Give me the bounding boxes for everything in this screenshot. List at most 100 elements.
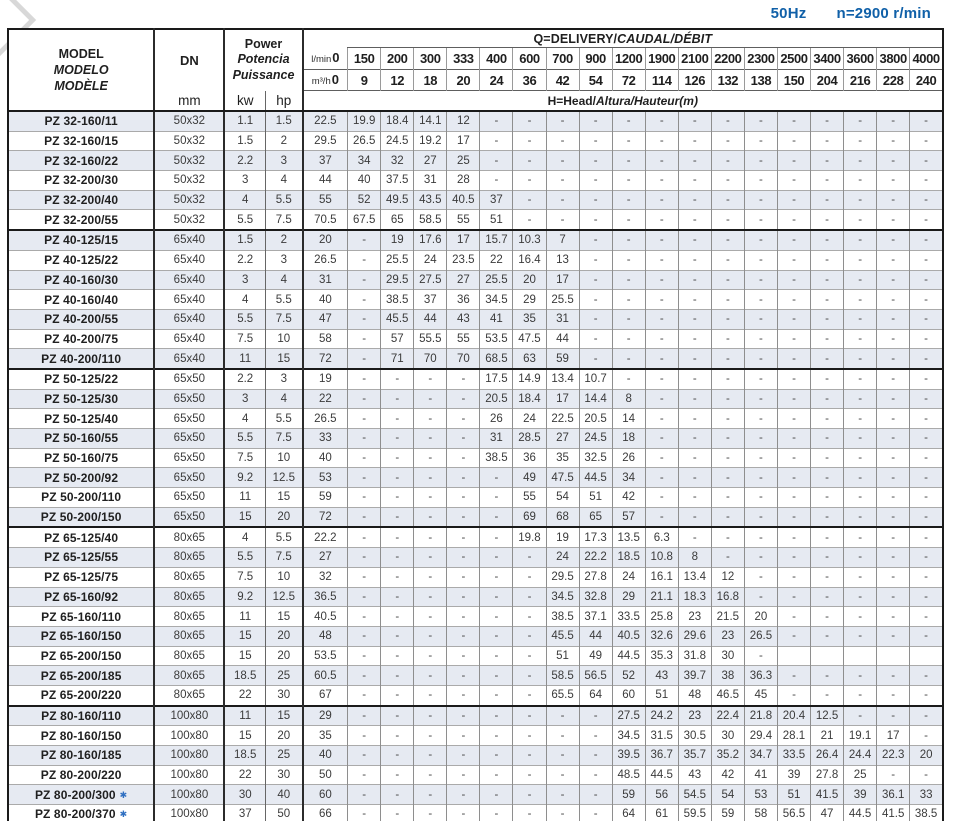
head-value-cell: 46.5 bbox=[710, 684, 745, 706]
head-value-cell: 44 bbox=[301, 170, 348, 191]
head-title-main: H=Head/ bbox=[547, 93, 596, 108]
head-value-cell: 31 bbox=[479, 428, 513, 449]
head-value-cell: - bbox=[677, 367, 712, 390]
kw-value: 15 bbox=[223, 506, 266, 528]
head-value-cell: - bbox=[347, 229, 381, 251]
head-value-cell: - bbox=[677, 526, 712, 548]
head-value-cell: - bbox=[347, 665, 381, 686]
head-value-cell: - bbox=[810, 506, 844, 528]
head-value-cell: 16.4 bbox=[512, 249, 547, 270]
head-value-cell: 44.5 bbox=[843, 804, 877, 821]
head-value-cell: - bbox=[677, 130, 712, 151]
power-column-header: Power Potencia Puissance bbox=[223, 29, 303, 91]
head-value-cell: - bbox=[413, 566, 447, 587]
head-value-cell: 14.1 bbox=[413, 110, 447, 132]
head-value-cell: - bbox=[710, 487, 745, 508]
pump-row: PZ 40-200/75 65x40 7.5 10 58-57 55.5 55 53.5 47.… bbox=[8, 328, 943, 349]
head-value-cell: - bbox=[545, 784, 580, 805]
head-value-cell: - bbox=[644, 506, 679, 528]
head-value-cell: - bbox=[413, 606, 447, 627]
head-value-cell: - bbox=[479, 110, 513, 132]
m3h-column-header: 126 bbox=[677, 69, 712, 91]
head-value-cell: - bbox=[347, 566, 381, 587]
head-title-italic: Altura/Hauteur(m) bbox=[595, 93, 698, 108]
dn-value: 80x65 bbox=[153, 665, 225, 686]
head-value-cell: 45 bbox=[743, 684, 778, 706]
head-value-cell: - bbox=[776, 506, 811, 528]
head-value-cell: - bbox=[810, 308, 844, 330]
head-value-cell: - bbox=[710, 467, 745, 488]
head-value-cell: - bbox=[776, 130, 811, 151]
head-value-cell: - bbox=[413, 764, 447, 785]
kw-value: 5.5 bbox=[223, 547, 266, 568]
head-value-cell: 29.4 bbox=[743, 725, 778, 746]
head-value-cell: 23 bbox=[710, 625, 745, 647]
head-value-cell: - bbox=[909, 725, 943, 746]
pump-model-cell: PZ 65-160/110 bbox=[8, 606, 155, 627]
head-value-cell: - bbox=[909, 189, 943, 210]
pump-row: PZ 32-160/11 50x32 1.1 1.5 22.5 19.9 18.4 14.1 1… bbox=[8, 110, 943, 132]
head-value-cell: - bbox=[909, 566, 943, 587]
head-value-cell: - bbox=[578, 328, 613, 349]
head-value-cell: - bbox=[479, 784, 513, 805]
head-value-cell: 40 bbox=[301, 745, 348, 766]
kw-value: 30 bbox=[223, 784, 266, 805]
head-value-cell: - bbox=[843, 566, 877, 587]
head-value-cell: - bbox=[677, 328, 712, 349]
pump-model-name: PZ 40-160/30 bbox=[44, 272, 119, 287]
head-value-cell: 40 bbox=[301, 447, 348, 468]
head-value-cell: - bbox=[876, 447, 910, 468]
kw-value: 3 bbox=[223, 269, 266, 290]
frequency-label: 50Hz bbox=[770, 5, 807, 22]
head-value-cell: - bbox=[710, 526, 745, 548]
head-value-cell: - bbox=[578, 745, 613, 766]
head-value-cell: - bbox=[843, 467, 877, 488]
head-value-cell: - bbox=[380, 645, 414, 666]
dn-value: 80x65 bbox=[153, 645, 225, 666]
head-value-cell: 14.9 bbox=[512, 367, 547, 390]
pump-row: PZ 32-200/30 50x32 3 4 44 40 37.5 31 28- - - - - - - - -… bbox=[8, 170, 943, 191]
head-value-cell: - bbox=[776, 150, 811, 171]
head-value-cell: - bbox=[909, 625, 943, 647]
head-value-cell: 39 bbox=[776, 764, 811, 785]
head-value-cell: 40 bbox=[347, 170, 381, 191]
pump-model-name: PZ 80-200/370 bbox=[34, 807, 116, 821]
lmin-column-header: 3400 bbox=[810, 47, 844, 70]
dn-value: 65x50 bbox=[153, 506, 225, 528]
head-value-cell: - bbox=[909, 289, 943, 310]
head-value-cell: 33.5 bbox=[611, 606, 646, 627]
head-value-cell: - bbox=[876, 547, 910, 568]
head-value-cell: - bbox=[843, 269, 877, 290]
head-value-cell: - bbox=[843, 684, 877, 706]
head-value-cell: 49.5 bbox=[380, 189, 414, 210]
head-value-cell: - bbox=[776, 408, 811, 429]
head-value-cell: 72 bbox=[301, 348, 348, 369]
head-value-cell: - bbox=[479, 526, 513, 548]
head-value-cell: 27 bbox=[413, 150, 447, 171]
head-value-cell: 14 bbox=[611, 408, 646, 429]
head-value-cell: - bbox=[347, 428, 381, 449]
hp-value: 30 bbox=[264, 684, 303, 706]
head-value-cell: - bbox=[446, 408, 480, 429]
head-value-cell: - bbox=[843, 526, 877, 548]
head-value-cell: - bbox=[413, 784, 447, 805]
head-value-cell: - bbox=[512, 130, 547, 151]
lmin-unit-label: l/min bbox=[311, 54, 332, 66]
head-value-cell: 10.7 bbox=[578, 367, 613, 390]
head-value-cell: - bbox=[876, 130, 910, 151]
hp-value: 30 bbox=[264, 764, 303, 785]
dn-value: 100x80 bbox=[153, 745, 225, 766]
dn-value: 65x50 bbox=[153, 388, 225, 409]
head-value-cell: 51 bbox=[776, 784, 811, 805]
head-value-cell: - bbox=[446, 745, 480, 766]
head-value-cell: - bbox=[843, 704, 877, 726]
head-value-cell: 18.4 bbox=[380, 110, 414, 132]
head-value-cell: 30 bbox=[710, 725, 745, 746]
head-value-cell: - bbox=[380, 625, 414, 647]
lmin-column-header: 200 bbox=[380, 47, 414, 70]
head-value-cell: - bbox=[347, 348, 381, 369]
head-value-cell: - bbox=[413, 467, 447, 488]
m3h-column-header: 18 bbox=[413, 69, 447, 91]
head-value-cell: - bbox=[876, 665, 910, 686]
head-value-cell: 32.8 bbox=[578, 586, 613, 607]
